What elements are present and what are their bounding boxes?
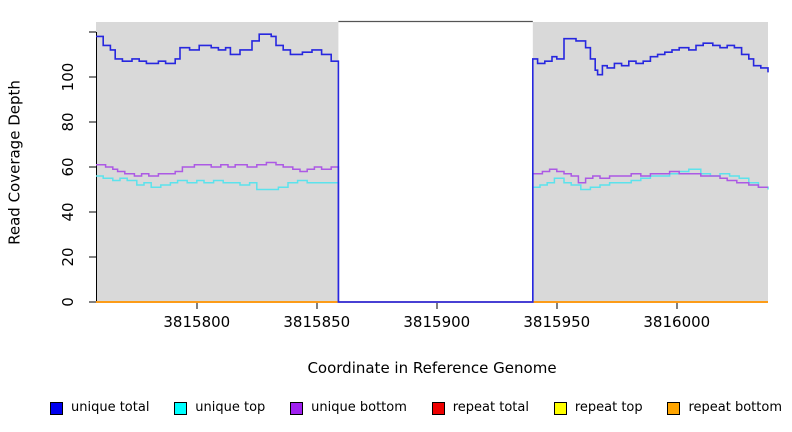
y-tick-label: 100 bbox=[59, 62, 77, 92]
legend-item-repeat-bottom: repeat bottom bbox=[667, 400, 782, 416]
legend-swatch-icon bbox=[431, 401, 445, 415]
legend-item-unique-total: unique total bbox=[50, 400, 149, 416]
legend-swatch-icon bbox=[290, 401, 304, 415]
series-unique-total bbox=[96, 33, 769, 303]
legend-label: unique bottom bbox=[311, 400, 407, 415]
legend-label: unique top bbox=[195, 400, 266, 415]
legend-label: repeat total bbox=[452, 400, 529, 415]
legend-item-unique-bottom: unique bottom bbox=[290, 400, 407, 416]
legend-label: repeat top bbox=[574, 400, 643, 415]
legend-swatch-icon bbox=[174, 401, 188, 415]
legend-label: repeat bottom bbox=[688, 400, 782, 415]
legend: unique total unique top unique bottom repea… bbox=[50, 399, 782, 417]
x-tick-label: 3815800 bbox=[163, 313, 231, 331]
series-unique-bottom bbox=[96, 161, 768, 303]
x-tick-label: 3815950 bbox=[523, 313, 591, 331]
legend-label: unique total bbox=[71, 400, 150, 415]
legend-item-repeat-total: repeat total bbox=[431, 400, 529, 416]
legend-swatch-icon bbox=[667, 401, 681, 415]
y-axis-title: Read Coverage Depth bbox=[5, 80, 24, 245]
x-axis-title: Coordinate in Reference Genome bbox=[307, 359, 557, 377]
x-tick-label: 3816000 bbox=[643, 313, 711, 331]
shaded-region bbox=[532, 22, 768, 302]
legend-item-repeat-top: repeat top bbox=[553, 400, 643, 416]
shaded-region bbox=[96, 22, 339, 302]
x-tick-label: 3815900 bbox=[403, 313, 471, 331]
legend-swatch-icon bbox=[553, 401, 567, 415]
x-tick-label: 3815850 bbox=[283, 313, 351, 331]
legend-item-unique-top: unique top bbox=[174, 400, 265, 416]
legend-swatch-icon bbox=[50, 401, 63, 415]
